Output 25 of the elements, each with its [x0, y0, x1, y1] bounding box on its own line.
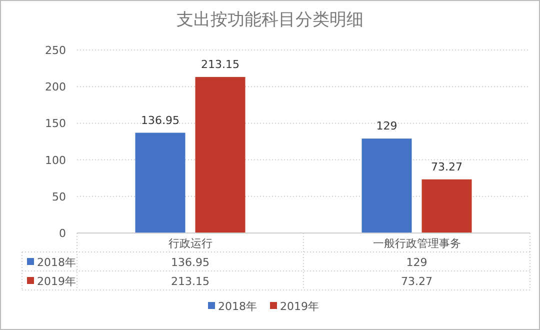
y-tick-label: 150 — [45, 117, 66, 130]
data-label: 136.95 — [141, 114, 180, 127]
legend-label: 2018年 — [37, 256, 76, 269]
y-tick-label: 250 — [45, 44, 66, 57]
bar — [195, 76, 246, 233]
text: 73.27 — [401, 275, 432, 288]
legend-label: 2019年 — [280, 300, 319, 313]
data-label: 129 — [376, 120, 398, 133]
bar — [362, 138, 412, 233]
data-label: 213.15 — [201, 58, 240, 71]
y-tick-label: 50 — [52, 190, 66, 204]
text: 136.95 — [171, 256, 210, 269]
y-tick-label: 200 — [45, 80, 66, 94]
chart-title: 支出按功能科目分类明细 — [176, 10, 364, 30]
bar — [135, 132, 186, 233]
bar — [422, 179, 472, 233]
x-tick-label: 行政运行 — [168, 237, 212, 250]
text: 213.15 — [171, 275, 210, 288]
text: 129 — [406, 256, 428, 269]
x-tick-label: 一般行政管理事务 — [372, 237, 461, 250]
y-tick-label: 0 — [59, 227, 66, 240]
text: 2018年 — [218, 300, 257, 313]
y-tick-label: 100 — [45, 154, 66, 167]
data-label: 73.27 — [431, 160, 462, 174]
text: 2019年 — [37, 275, 76, 288]
